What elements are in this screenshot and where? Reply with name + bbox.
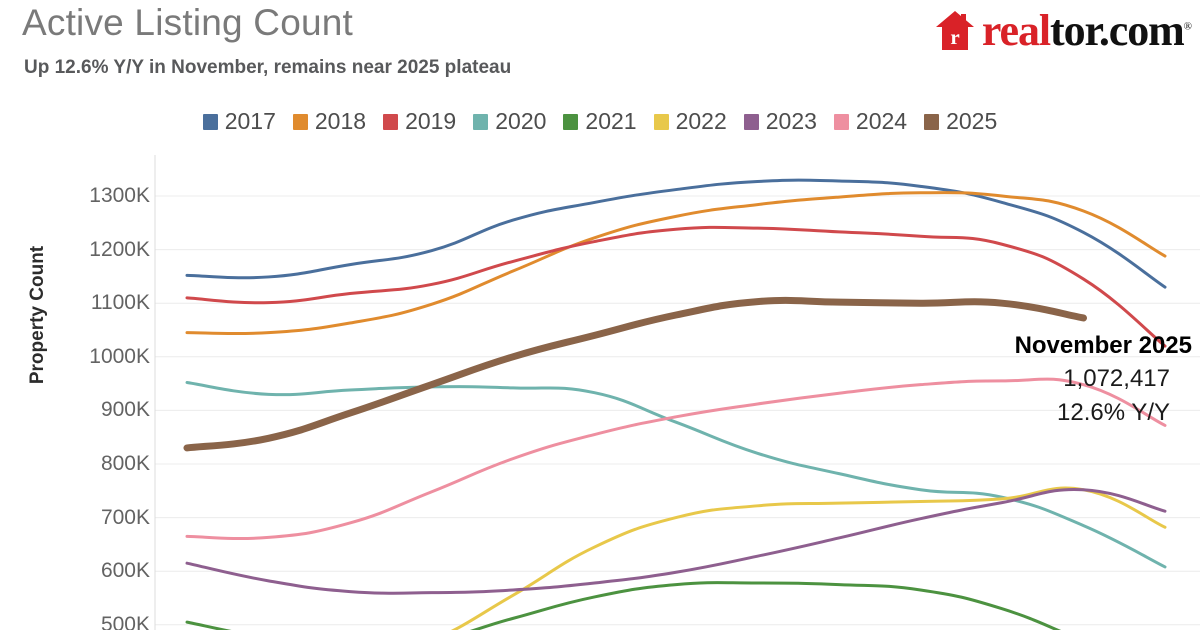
series-line-2020[interactable] [185,381,1167,569]
realtor-logo: r realtor.com® [935,8,1192,54]
y-tick-label: 1200K [89,237,150,261]
legend-swatch-icon [653,113,669,130]
legend-item-2022[interactable]: 2022 [653,108,727,135]
page-title: Active Listing Count [22,2,354,43]
series-line-2022[interactable] [187,486,1167,630]
annotation-callout: November 2025 1,072,417 12.6% Y/Y [942,330,1192,430]
svg-text:r: r [950,25,959,49]
legend-label: 2019 [405,108,457,134]
legend-label: 2023 [765,108,817,134]
legend-item-2018[interactable]: 2018 [292,108,367,135]
y-tick-label: 1100K [90,291,150,315]
legend-item-2021[interactable]: 2021 [563,108,637,135]
series-line-2023[interactable] [185,487,1167,595]
logo-word-torcom: tor.com [1050,6,1185,55]
logo-word-real: real [981,6,1051,55]
y-tick-label: 800K [100,452,150,475]
series-line-2017[interactable] [185,178,1167,289]
legend-swatch-icon [833,113,849,130]
legend-label: 2020 [495,108,547,134]
y-tick-label: 700K [100,505,150,529]
legend-label: 2017 [224,108,276,134]
annotation-title: November 2025 [1014,332,1192,359]
series-line-2024[interactable] [185,377,1167,541]
annotation-value: 1,072,417 [1063,365,1170,392]
legend-swatch-icon [202,113,218,130]
logo-trademark: ® [1183,20,1192,33]
legend-item-2024[interactable]: 2024 [833,108,908,135]
legend-label: 2021 [585,108,637,134]
legend-swatch-icon [743,113,759,130]
legend-label: 2022 [675,108,727,134]
legend-swatch-icon [292,113,308,130]
series-line-2025[interactable] [183,296,1087,452]
chart-legend: 2017 2018 2019 2020 2021 2022 2023 2024 2025 [0,108,1200,135]
legend-item-2017[interactable]: 2017 [202,108,276,135]
legend-item-2025[interactable]: 2025 [924,108,997,135]
legend-label: 2024 [855,108,908,134]
y-tick-label: 1000K [89,344,150,368]
logo-wordmark: realtor.com® [982,9,1192,53]
legend-item-2020[interactable]: 2020 [473,108,546,135]
legend-label: 2025 [946,108,998,134]
annotation-yoy: 12.6% Y/Y [1057,399,1170,426]
legend-label: 2018 [314,108,367,134]
legend-swatch-icon [563,113,579,130]
legend-swatch-icon [473,113,489,130]
legend-item-2019[interactable]: 2019 [383,108,456,135]
page-subtitle: Up 12.6% Y/Y in November, remains near 2… [24,57,512,78]
series-line-2019[interactable] [185,225,1167,348]
y-tick-label: 1300K [89,184,150,207]
y-axis-ticks: 1300K 1200K 1100K 1000K 900K 800K 700K 600K 500K [0,0,150,630]
house-icon: r [935,10,975,52]
y-tick-label: 500K [100,612,150,630]
legend-swatch-icon [383,113,399,130]
legend-swatch-icon [924,113,940,130]
y-tick-label: 900K [100,398,150,422]
series-line-2021[interactable] [185,581,1165,630]
y-tick-label: 600K [100,559,150,583]
legend-item-2023[interactable]: 2023 [743,108,817,135]
series-line-2018[interactable] [185,191,1167,336]
